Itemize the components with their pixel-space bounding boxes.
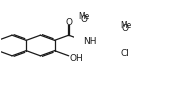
Text: Cl: Cl: [121, 49, 130, 58]
Text: O: O: [80, 15, 87, 24]
Text: OH: OH: [69, 54, 83, 63]
Text: O: O: [122, 24, 129, 33]
Text: Me: Me: [78, 12, 89, 21]
Text: NH: NH: [83, 37, 97, 46]
Text: Me: Me: [120, 21, 131, 30]
Text: O: O: [65, 18, 72, 27]
